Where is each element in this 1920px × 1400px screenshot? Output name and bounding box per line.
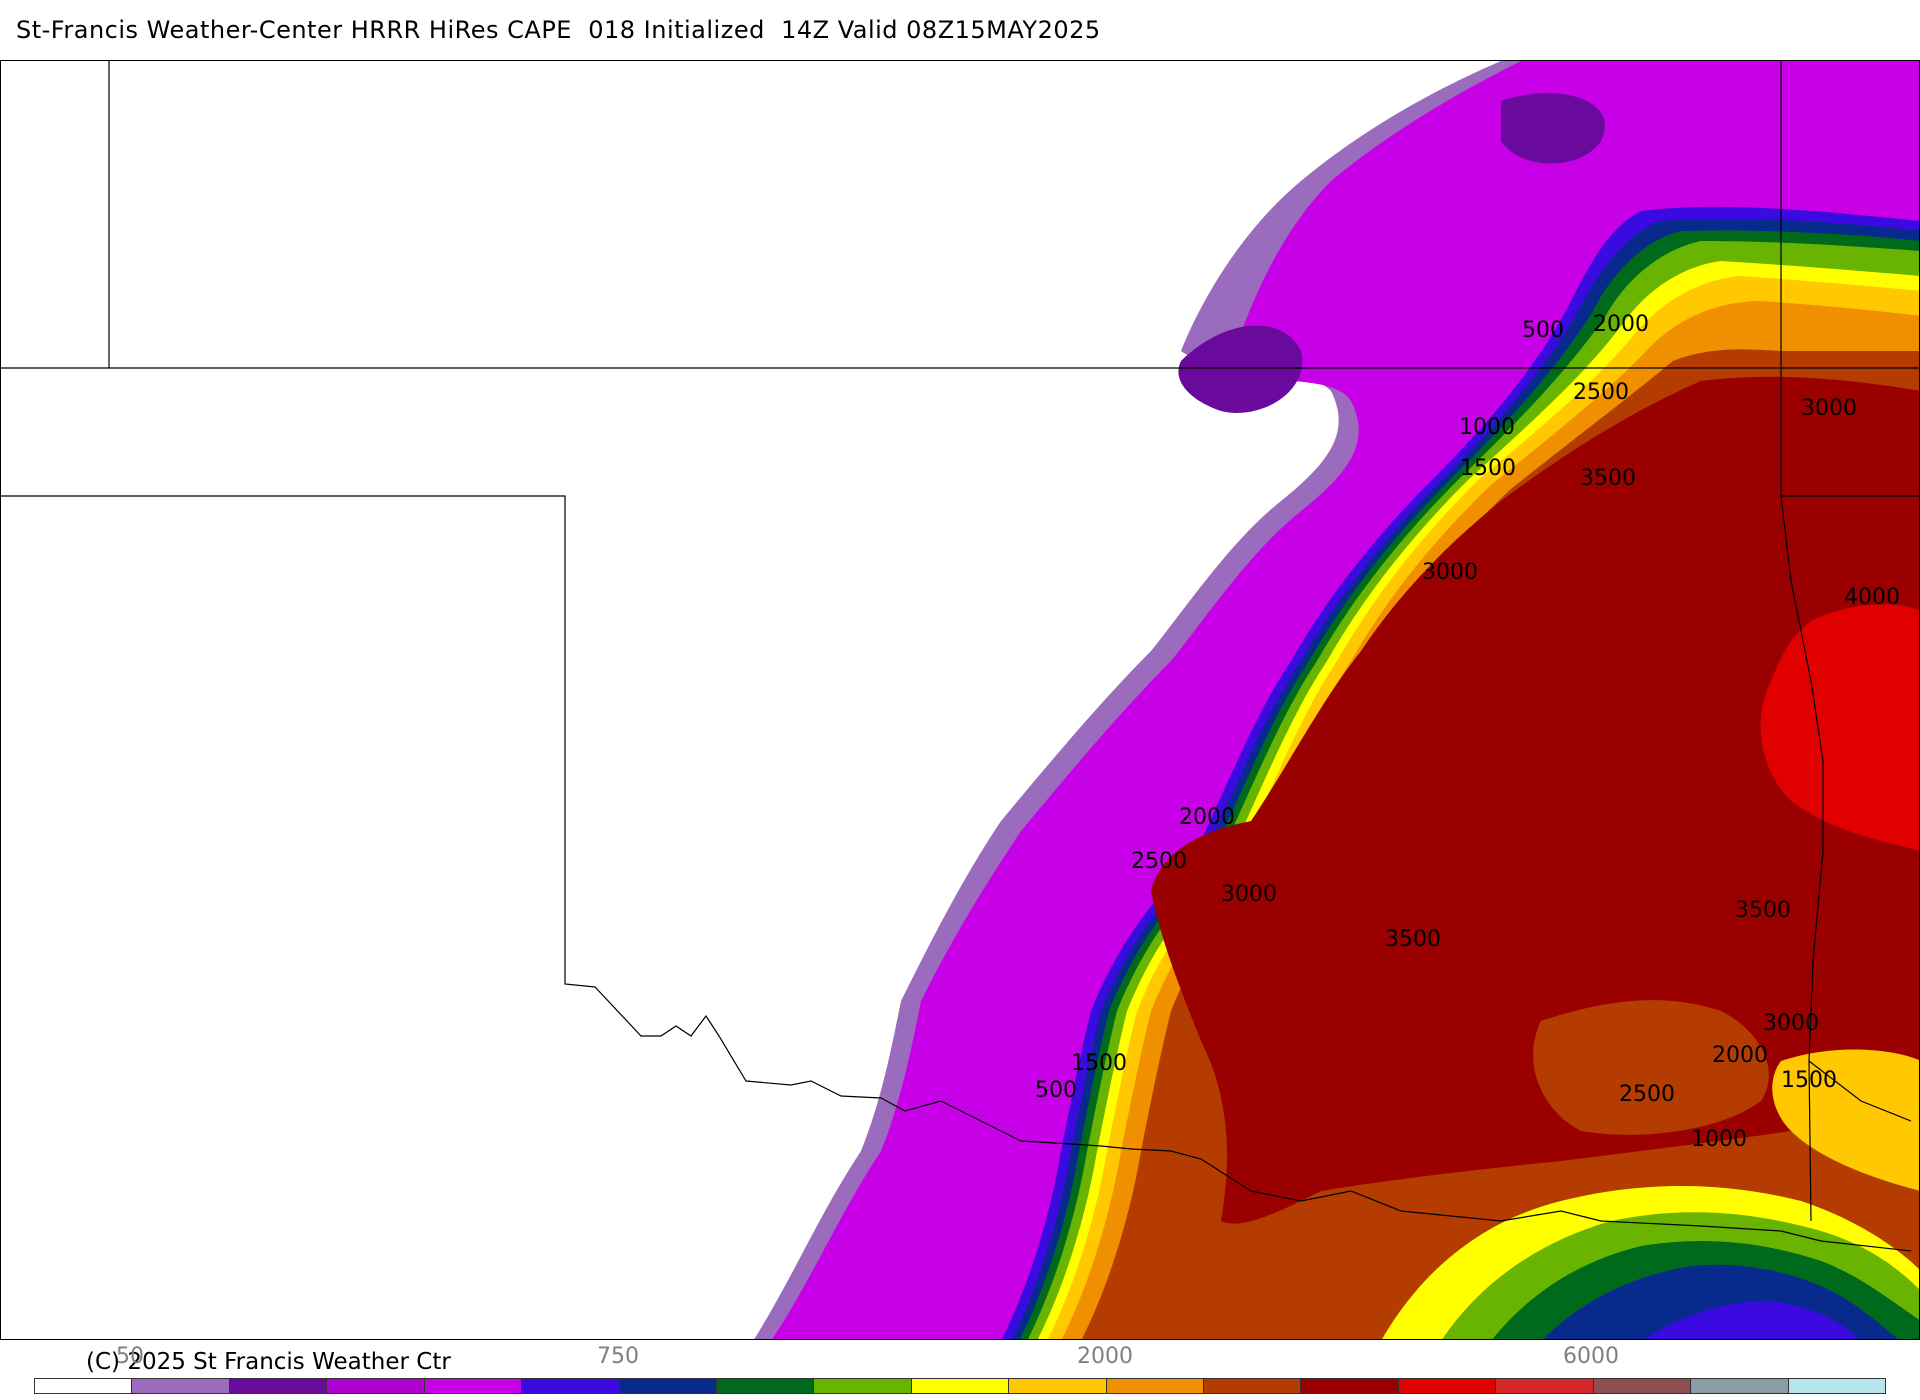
colorbar-swatch — [619, 1379, 717, 1393]
colorbar-tick-label: 50 — [116, 1344, 144, 1369]
contour-label-1500: 1500 — [1071, 1051, 1127, 1076]
contour-label-500: 500 — [1035, 1078, 1077, 1103]
cape-purple-patch — [1178, 325, 1303, 413]
cape-map: 500 2000 2500 3000 1000 1500 3500 3000 4… — [0, 60, 1920, 1340]
cape-band-250 — [1644, 1301, 1859, 1339]
contour-label-1500: 1500 — [1781, 1068, 1837, 1093]
colorbar-swatch — [1204, 1379, 1302, 1393]
contour-label-3000: 3000 — [1801, 396, 1857, 421]
cape-band-4000 — [1760, 604, 1919, 851]
contour-label-1000: 1000 — [1459, 415, 1515, 440]
colorbar — [34, 1378, 1886, 1394]
colorbar-swatch — [327, 1379, 425, 1393]
contour-label-2500: 2500 — [1573, 380, 1629, 405]
colorbar-tick-label: 2000 — [1077, 1344, 1133, 1369]
contour-label-2500: 2500 — [1131, 849, 1187, 874]
contour-label-2000: 2000 — [1179, 805, 1235, 830]
colorbar-tick-label: 6000 — [1563, 1344, 1619, 1369]
colorbar-swatch — [1496, 1379, 1594, 1393]
contour-label-1500: 1500 — [1460, 456, 1516, 481]
colorbar-swatch — [1106, 1379, 1205, 1393]
border-line — [1, 495, 1912, 1252]
copyright-notice: (C) 2025 St Francis Weather Ctr — [86, 1349, 451, 1375]
colorbar-swatch — [424, 1379, 523, 1393]
contour-label-1000: 1000 — [1691, 1127, 1747, 1152]
contour-label-2000: 2000 — [1712, 1043, 1768, 1068]
contour-label-2500: 2500 — [1619, 1082, 1675, 1107]
colorbar-swatch — [229, 1379, 328, 1393]
contour-labels: 500 2000 2500 3000 1000 1500 3500 3000 4… — [1035, 312, 1900, 1152]
cape-fill-bands — [754, 61, 1919, 1339]
colorbar-swatch — [132, 1379, 230, 1393]
state-borders — [1, 61, 1919, 1252]
colorbar-swatch — [1788, 1379, 1886, 1393]
border-line — [1780, 495, 1824, 1222]
cape-band-2500 — [1533, 1000, 1769, 1135]
contour-label-500: 500 — [1522, 318, 1564, 343]
cape-purple-patch — [1501, 93, 1605, 164]
map-title: St-Francis Weather-Center HRRR HiRes CAP… — [16, 16, 1101, 44]
colorbar-swatch — [35, 1379, 133, 1393]
contour-label-3500: 3500 — [1580, 466, 1636, 491]
colorbar-swatch — [814, 1379, 912, 1393]
colorbar-tick-label: 750 — [597, 1344, 639, 1369]
contour-label-4000: 4000 — [1844, 585, 1900, 610]
contour-label-3000: 3000 — [1763, 1011, 1819, 1036]
colorbar-swatch — [1691, 1379, 1789, 1393]
colorbar-swatch — [911, 1379, 1010, 1393]
colorbar-swatch — [1301, 1379, 1399, 1393]
colorbar-swatch — [716, 1379, 815, 1393]
colorbar-swatch — [1009, 1379, 1107, 1393]
colorbar-swatch — [1398, 1379, 1497, 1393]
border-line — [1808, 1060, 1912, 1122]
colorbar-swatch — [1593, 1379, 1692, 1393]
contour-label-3500: 3500 — [1385, 927, 1441, 952]
contour-label-2000: 2000 — [1593, 312, 1649, 337]
contour-label-3500: 3500 — [1735, 898, 1791, 923]
contour-label-3000: 3000 — [1422, 560, 1478, 585]
contour-label-3000: 3000 — [1221, 882, 1277, 907]
cape-band-3000 — [1151, 376, 1919, 1224]
colorbar-swatch — [522, 1379, 620, 1393]
